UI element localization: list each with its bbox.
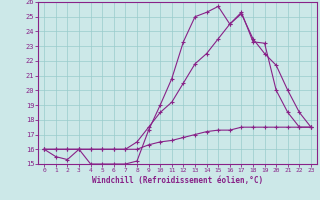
X-axis label: Windchill (Refroidissement éolien,°C): Windchill (Refroidissement éolien,°C)	[92, 176, 263, 185]
